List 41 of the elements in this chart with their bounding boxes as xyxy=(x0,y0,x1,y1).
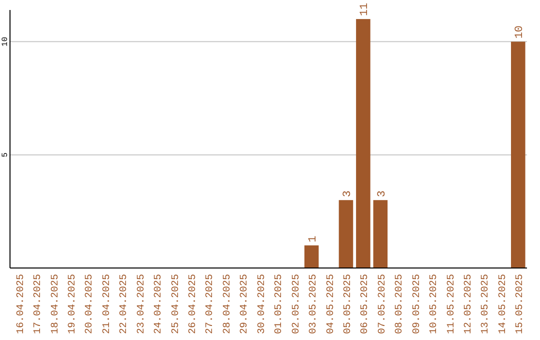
data-label: 1 xyxy=(308,235,320,242)
bar xyxy=(373,200,388,268)
x-tick-label: 27.04.2025 xyxy=(205,274,216,334)
x-tick-label: 12.05.2025 xyxy=(463,274,474,334)
x-tick-label: 11.05.2025 xyxy=(446,274,458,334)
x-tick-label: 07.05.2025 xyxy=(377,274,388,334)
bar xyxy=(338,200,354,268)
x-tick-label: 19.04.2025 xyxy=(68,274,79,334)
x-tick-label: 30.04.2025 xyxy=(256,274,268,334)
x-tick-label: 21.04.2025 xyxy=(102,274,113,334)
x-tick-label: 28.04.2025 xyxy=(222,274,234,334)
x-tick-label: 26.04.2025 xyxy=(188,274,200,334)
x-tick-label: 16.04.2025 xyxy=(16,274,27,334)
x-tick-label: 04.05.2025 xyxy=(326,274,337,334)
x-tick-label: 24.04.2025 xyxy=(154,274,165,334)
x-tick-label: 06.05.2025 xyxy=(360,274,372,334)
x-tick-label: 23.04.2025 xyxy=(136,274,148,334)
x-tick-label: 01.05.2025 xyxy=(274,274,286,334)
bar xyxy=(510,42,526,268)
x-tick-label: 17.04.2025 xyxy=(33,274,44,334)
bar xyxy=(356,19,370,268)
data-label: 11 xyxy=(359,2,372,16)
x-tick-label: 09.05.2025 xyxy=(412,274,423,334)
x-tick-label: 14.05.2025 xyxy=(498,274,509,334)
x-tick-label: 18.04.2025 xyxy=(50,274,62,334)
x-tick-label: 22.04.2025 xyxy=(119,274,130,334)
data-label: 3 xyxy=(342,190,354,198)
x-tick-label: 05.05.2025 xyxy=(342,274,354,334)
data-label: 3 xyxy=(376,190,388,198)
data-label: 10 xyxy=(514,25,526,39)
x-tick-label: 15.05.2025 xyxy=(515,274,526,334)
x-tick-label: 25.04.2025 xyxy=(170,274,182,334)
x-tick-label: 03.05.2025 xyxy=(308,274,320,334)
x-tick-label: 20.04.2025 xyxy=(84,274,96,334)
x-tick-label: 08.05.2025 xyxy=(394,274,406,334)
x-tick-label: 02.05.2025 xyxy=(291,274,302,334)
y-tick-label: 5 xyxy=(1,152,10,158)
x-tick-label: 13.05.2025 xyxy=(480,274,492,334)
bar xyxy=(304,245,319,268)
x-tick-label: 29.04.2025 xyxy=(240,274,251,334)
x-tick-label: 10.05.2025 xyxy=(429,274,440,334)
